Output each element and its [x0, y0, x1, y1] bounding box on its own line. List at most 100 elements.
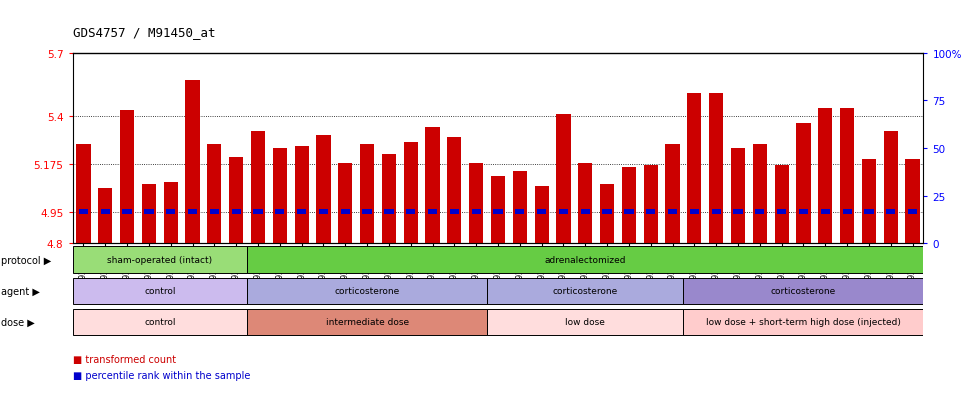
- Bar: [450, 209, 459, 215]
- Bar: [644, 166, 658, 244]
- Bar: [775, 166, 789, 244]
- Text: adrenalectomized: adrenalectomized: [544, 256, 626, 265]
- Bar: [625, 209, 633, 215]
- Bar: [622, 168, 636, 244]
- Text: low dose: low dose: [566, 318, 605, 327]
- Bar: [493, 209, 503, 215]
- Bar: [733, 209, 743, 215]
- Bar: [684, 278, 923, 304]
- Bar: [487, 278, 684, 304]
- Bar: [842, 209, 852, 215]
- Bar: [73, 247, 248, 273]
- Bar: [905, 159, 920, 244]
- Bar: [316, 136, 331, 244]
- Bar: [580, 209, 590, 215]
- Bar: [250, 132, 265, 244]
- Bar: [340, 209, 350, 215]
- Bar: [248, 278, 487, 304]
- Bar: [665, 145, 680, 244]
- Bar: [777, 209, 786, 215]
- Bar: [491, 176, 505, 244]
- Bar: [602, 209, 612, 215]
- Text: low dose + short-term high dose (injected): low dose + short-term high dose (injecte…: [706, 318, 901, 327]
- Bar: [472, 209, 481, 215]
- Bar: [144, 209, 154, 215]
- Text: corticosterone: corticosterone: [335, 287, 399, 296]
- Bar: [556, 115, 571, 244]
- Bar: [752, 145, 767, 244]
- Bar: [864, 209, 873, 215]
- Bar: [120, 111, 134, 244]
- Bar: [142, 185, 156, 244]
- Text: GDS4757 / M91450_at: GDS4757 / M91450_at: [73, 26, 215, 39]
- Bar: [338, 164, 352, 244]
- Bar: [76, 145, 91, 244]
- Bar: [73, 309, 248, 335]
- Bar: [684, 309, 923, 335]
- Bar: [689, 209, 699, 215]
- Text: control: control: [144, 287, 176, 296]
- Bar: [166, 209, 175, 215]
- Bar: [363, 209, 371, 215]
- Text: corticosterone: corticosterone: [553, 287, 618, 296]
- Bar: [319, 209, 328, 215]
- Text: ■ transformed count: ■ transformed count: [73, 354, 176, 364]
- Bar: [253, 209, 263, 215]
- Text: intermediate dose: intermediate dose: [326, 318, 409, 327]
- Bar: [487, 309, 684, 335]
- Bar: [799, 209, 808, 215]
- Bar: [99, 189, 112, 244]
- Bar: [273, 149, 287, 244]
- Text: agent ▶: agent ▶: [1, 286, 40, 296]
- Bar: [908, 209, 917, 215]
- Bar: [406, 209, 416, 215]
- Bar: [231, 209, 241, 215]
- Bar: [840, 109, 854, 244]
- Bar: [535, 187, 548, 244]
- Bar: [210, 209, 219, 215]
- Bar: [248, 247, 923, 273]
- Bar: [248, 309, 487, 335]
- Bar: [578, 164, 593, 244]
- Bar: [123, 209, 132, 215]
- Bar: [821, 209, 830, 215]
- Bar: [818, 109, 833, 244]
- Bar: [101, 209, 110, 215]
- Bar: [559, 209, 568, 215]
- Bar: [297, 209, 307, 215]
- Bar: [382, 155, 396, 244]
- Bar: [360, 145, 374, 244]
- Text: protocol ▶: protocol ▶: [1, 255, 51, 265]
- Bar: [79, 209, 88, 215]
- Bar: [886, 209, 895, 215]
- Bar: [755, 209, 765, 215]
- Bar: [229, 157, 244, 244]
- Bar: [731, 149, 746, 244]
- Bar: [276, 209, 284, 215]
- Bar: [448, 138, 461, 244]
- Bar: [668, 209, 677, 215]
- Text: ■ percentile rank within the sample: ■ percentile rank within the sample: [73, 370, 249, 380]
- Bar: [295, 147, 308, 244]
- Bar: [163, 183, 178, 244]
- Bar: [469, 164, 484, 244]
- Bar: [709, 94, 723, 244]
- Bar: [403, 142, 418, 244]
- Bar: [384, 209, 394, 215]
- Text: sham-operated (intact): sham-operated (intact): [107, 256, 213, 265]
- Bar: [186, 81, 199, 244]
- Bar: [600, 185, 614, 244]
- Text: control: control: [144, 318, 176, 327]
- Bar: [797, 123, 810, 244]
- Bar: [862, 159, 876, 244]
- Bar: [428, 209, 437, 215]
- Bar: [515, 209, 524, 215]
- Bar: [425, 128, 440, 244]
- Bar: [513, 172, 527, 244]
- Text: corticosterone: corticosterone: [771, 287, 836, 296]
- Bar: [646, 209, 656, 215]
- Bar: [712, 209, 720, 215]
- Bar: [73, 278, 248, 304]
- Bar: [188, 209, 197, 215]
- Bar: [207, 145, 221, 244]
